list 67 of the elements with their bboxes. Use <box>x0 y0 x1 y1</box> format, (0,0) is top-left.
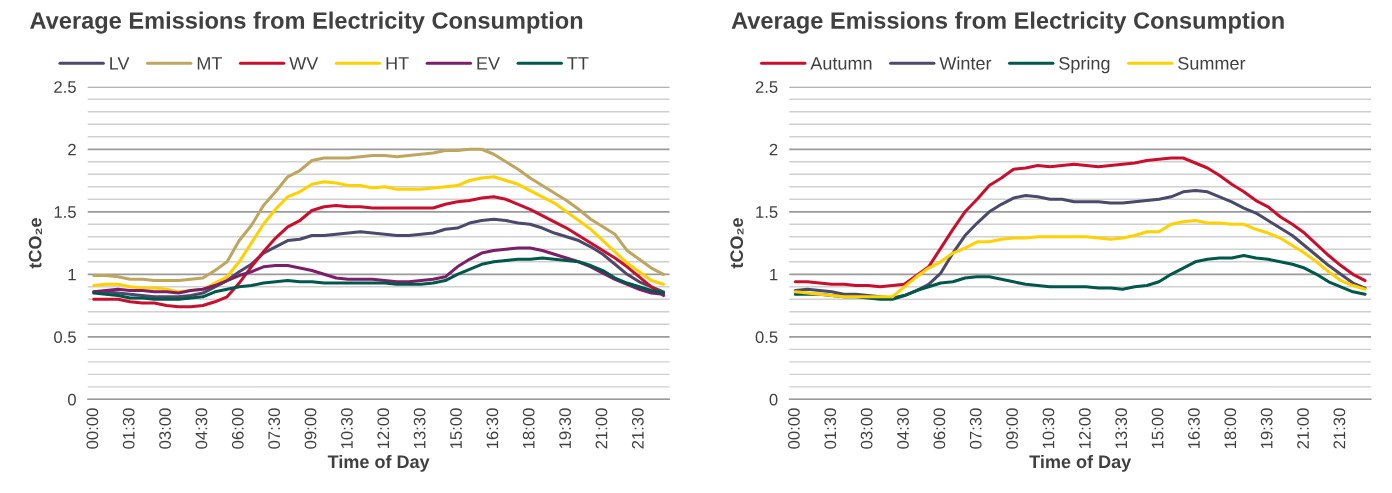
x-tick-label: 18:00 <box>522 408 535 449</box>
line-series <box>92 195 666 309</box>
legend-label: Autumn <box>810 57 872 70</box>
line-series <box>92 256 666 301</box>
y-tick-label: 0.5 <box>755 331 778 344</box>
line-series <box>92 147 666 283</box>
legend-label: EV <box>477 57 500 70</box>
chart-title: Average Emissions from Electricity Consumption <box>731 11 1284 34</box>
line-series <box>793 219 1367 299</box>
chart-title: Average Emissions from Electricity Consumption <box>30 11 583 34</box>
x-tick-label: 09:00 <box>304 408 317 449</box>
x-axis-title: Time of Day <box>1029 454 1132 472</box>
y-tick-label: 1 <box>68 268 76 281</box>
x-tick-label: 00:00 <box>86 408 99 449</box>
x-tick-label: 12:00 <box>377 408 390 449</box>
y-tick-label: 2 <box>769 143 778 156</box>
legend-label: LV <box>110 57 130 70</box>
x-tick-label: 10:30 <box>340 408 353 449</box>
x-tick-label: 16:30 <box>1188 408 1200 449</box>
x-tick-label: 06:00 <box>231 408 244 449</box>
x-tick-label: 16:30 <box>486 408 499 449</box>
x-tick-label: 07:30 <box>969 408 982 449</box>
y-tick-label: 1.5 <box>54 206 76 218</box>
x-tick-label: 19:30 <box>1260 408 1273 449</box>
y-tick-label: 1 <box>770 268 778 281</box>
x-tick-label: 15:00 <box>1151 408 1164 449</box>
line-series <box>793 156 1367 289</box>
x-tick-label: 01:30 <box>824 408 837 449</box>
x-tick-label: 15:00 <box>450 408 462 449</box>
legend-label: MT <box>197 57 222 70</box>
y-tick-label: 2 <box>68 143 76 156</box>
legend-label: TT <box>567 57 589 70</box>
x-tick-label: 21:00 <box>595 408 608 449</box>
x-tick-label: 21:00 <box>1297 408 1309 449</box>
x-tick-label: 18:00 <box>1224 408 1237 449</box>
legend-label: Spring <box>1059 56 1110 74</box>
legend-label: HT <box>386 57 409 70</box>
x-tick-label: 00:00 <box>788 408 800 449</box>
y-tick-label: 1.5 <box>756 206 778 218</box>
x-tick-label: 03:00 <box>860 408 873 449</box>
x-tick-label: 10:30 <box>1042 408 1055 449</box>
x-tick-label: 04:30 <box>195 408 208 449</box>
x-tick-label: 21:30 <box>1333 408 1346 449</box>
x-tick-label: 21:30 <box>631 408 644 449</box>
y-tick-label: 2.5 <box>54 81 76 93</box>
line-series <box>92 246 666 296</box>
x-tick-label: 09:00 <box>1006 408 1018 449</box>
x-tick-label: 12:00 <box>1078 408 1091 449</box>
x-tick-label: 03:00 <box>159 408 171 449</box>
y-tick-label: 0.5 <box>54 331 76 344</box>
x-tick-label: 01:30 <box>122 408 135 449</box>
y-tick-label: 0 <box>769 393 778 406</box>
x-tick-label: 13:30 <box>1115 408 1128 449</box>
x-tick-label: 04:30 <box>897 408 909 449</box>
x-tick-label: 19:30 <box>559 408 571 449</box>
y-tick-label: 2.5 <box>755 81 778 93</box>
legend-label: WV <box>289 57 319 70</box>
y-axis-title: tCO₂e <box>730 218 744 269</box>
x-axis-title: Time of Day <box>327 454 430 472</box>
x-tick-label: 13:30 <box>413 408 426 449</box>
x-tick-label: 07:30 <box>268 408 281 449</box>
legend-label: Winter <box>939 56 992 70</box>
y-tick-label: 0 <box>67 393 76 406</box>
legend-label: Summer <box>1178 56 1246 70</box>
y-axis-title: tCO₂e <box>28 218 42 269</box>
line-series <box>92 175 666 294</box>
x-tick-label: 06:00 <box>933 408 946 449</box>
